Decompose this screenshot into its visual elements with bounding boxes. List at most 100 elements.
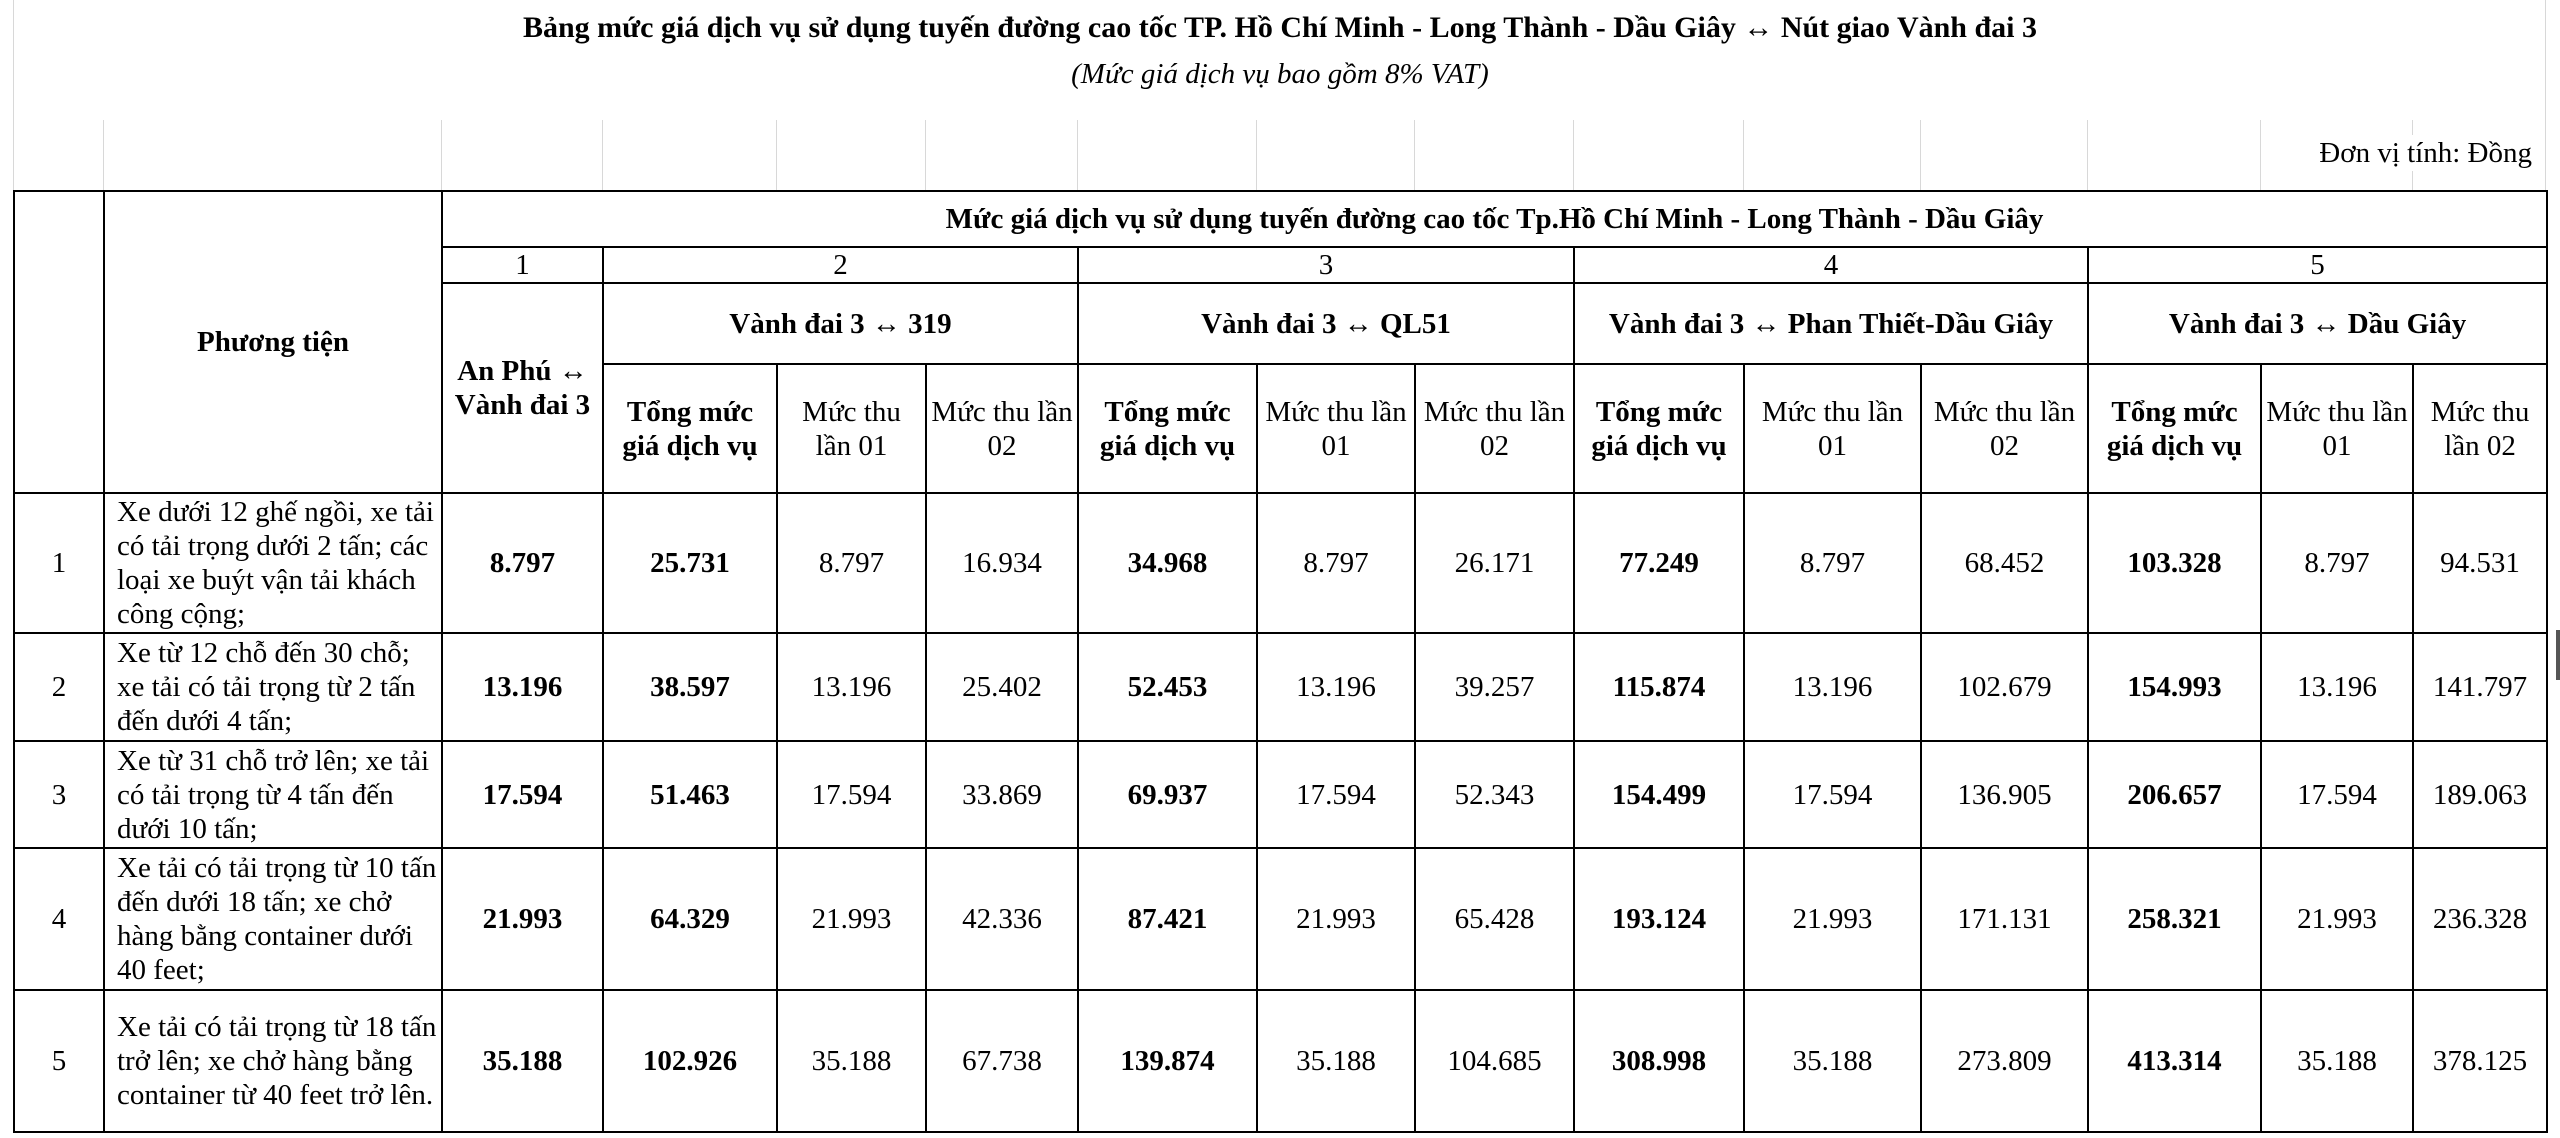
price-cell: 8.797 — [2260, 491, 2414, 634]
price-cell: 171.131 — [1920, 847, 2089, 992]
price-cell: 206.657 — [2087, 739, 2262, 850]
price-cell: 189.063 — [2411, 739, 2549, 850]
price-cell: 34.968 — [1077, 491, 1258, 634]
price-cell: 103.328 — [2087, 491, 2262, 634]
price-cell: 26.171 — [1414, 491, 1575, 634]
sub-header-second: Mức thu lần 02 — [925, 363, 1079, 494]
sub-header-total: Tổng mức giá dịch vụ — [1573, 363, 1745, 494]
price-cell: 51.463 — [602, 739, 778, 850]
route-header-an-phu: An Phú ↔ Vành đai 3 — [441, 282, 604, 494]
sub-header-first: Mức thu lần 01 — [776, 363, 927, 494]
sub-header-second: Mức thu lần 02 — [2411, 363, 2549, 494]
gridline — [441, 120, 442, 190]
table-row: 1 Xe dưới 12 ghế ngồi, xe tải có tải trọ… — [13, 491, 2549, 634]
price-cell: 25.402 — [925, 631, 1079, 742]
gridline — [602, 120, 603, 190]
vehicle-description: Xe từ 12 chỗ đến 30 chỗ; xe tải có tải t… — [103, 631, 443, 742]
price-cell: 8.797 — [1743, 491, 1922, 634]
price-cell: 8.797 — [1256, 491, 1416, 634]
document-subtitle: (Mức giá dịch vụ bao gồm 8% VAT) — [1071, 58, 1489, 90]
price-cell: 21.993 — [441, 847, 604, 992]
vehicle-header: Phương tiện — [103, 190, 443, 494]
price-cell: 139.874 — [1077, 989, 1258, 1133]
price-cell: 193.124 — [1573, 847, 1745, 992]
unit-label: Đơn vị tính: Đồng — [2313, 135, 2532, 171]
price-cell: 378.125 — [2411, 989, 2549, 1133]
price-cell: 13.196 — [1743, 631, 1922, 742]
document-title: Bảng mức giá dịch vụ sử dụng tuyến đường… — [522, 11, 2038, 44]
price-cell: 13.196 — [441, 631, 604, 742]
price-cell: 258.321 — [2087, 847, 2262, 992]
window-edge-handle — [2556, 630, 2560, 680]
price-cell: 68.452 — [1920, 491, 2089, 634]
price-cell: 273.809 — [1920, 989, 2089, 1133]
route-header-319: Vành đai 3 ↔ 319 — [602, 282, 1079, 366]
price-cell: 16.934 — [925, 491, 1079, 634]
price-cell: 33.869 — [925, 739, 1079, 850]
gridline — [1256, 120, 1257, 190]
table-row: 3 Xe từ 31 chỗ trở lên; xe tải có tải tr… — [13, 739, 2549, 850]
price-cell: 17.594 — [2260, 739, 2414, 850]
gridline — [2260, 120, 2261, 190]
price-cell: 17.594 — [776, 739, 927, 850]
section-number: 4 — [1573, 245, 2089, 285]
price-cell: 8.797 — [776, 491, 927, 634]
sub-header-first: Mức thu lần 01 — [2260, 363, 2414, 494]
price-cell: 17.594 — [1743, 739, 1922, 850]
vehicle-description: Xe tải có tải trọng từ 10 tấn đến dưới 1… — [103, 847, 443, 992]
gridline — [2545, 0, 2546, 190]
gridline — [1743, 120, 1744, 190]
price-cell: 67.738 — [925, 989, 1079, 1133]
sub-header-total: Tổng mức giá dịch vụ — [602, 363, 778, 494]
group-header: Mức giá dịch vụ sử dụng tuyến đường cao … — [440, 190, 2549, 248]
gridline — [1414, 120, 1415, 190]
gridline — [776, 120, 777, 190]
sub-header-second: Mức thu lần 02 — [1920, 363, 2089, 494]
price-cell: 102.926 — [602, 989, 778, 1133]
price-cell: 8.797 — [441, 491, 604, 634]
price-cell: 25.731 — [602, 491, 778, 634]
row-number: 3 — [13, 739, 105, 850]
price-cell: 65.428 — [1414, 847, 1575, 992]
price-cell: 136.905 — [1920, 739, 2089, 850]
table-row: 4 Xe tải có tải trọng từ 10 tấn đến dưới… — [13, 847, 2549, 992]
gridline — [13, 0, 14, 190]
price-cell: 38.597 — [602, 631, 778, 742]
sub-header-first: Mức thu lần 01 — [1743, 363, 1922, 494]
row-number: 2 — [13, 631, 105, 742]
price-cell: 17.594 — [1256, 739, 1416, 850]
price-cell: 69.937 — [1077, 739, 1258, 850]
gridline — [1573, 120, 1574, 190]
section-number: 1 — [441, 245, 604, 285]
price-cell: 52.453 — [1077, 631, 1258, 742]
price-cell: 21.993 — [2260, 847, 2414, 992]
price-cell: 64.329 — [602, 847, 778, 992]
price-cell: 308.998 — [1573, 989, 1745, 1133]
price-cell: 94.531 — [2411, 491, 2549, 634]
vehicle-description: Xe tải có tải trọng từ 18 tấn trở lên; x… — [103, 989, 443, 1133]
price-cell: 35.188 — [776, 989, 927, 1133]
price-cell: 87.421 — [1077, 847, 1258, 992]
sub-header-total: Tổng mức giá dịch vụ — [2087, 363, 2262, 494]
table-row: 2 Xe từ 12 chỗ đến 30 chỗ; xe tải có tải… — [13, 631, 2549, 742]
vehicle-description: Xe dưới 12 ghế ngồi, xe tải có tải trọng… — [103, 491, 443, 634]
price-cell: 35.188 — [2260, 989, 2414, 1133]
stt-header-cell — [13, 190, 105, 494]
price-cell: 39.257 — [1414, 631, 1575, 742]
price-cell: 115.874 — [1573, 631, 1745, 742]
price-cell: 13.196 — [776, 631, 927, 742]
sub-header-first: Mức thu lần 01 — [1256, 363, 1416, 494]
price-cell: 154.499 — [1573, 739, 1745, 850]
sub-header-second: Mức thu lần 02 — [1414, 363, 1575, 494]
route-header-ql51: Vành đai 3 ↔ QL51 — [1077, 282, 1575, 366]
price-cell: 21.993 — [1256, 847, 1416, 992]
price-cell: 104.685 — [1414, 989, 1575, 1133]
sub-header-total: Tổng mức giá dịch vụ — [1077, 363, 1258, 494]
gridline — [1920, 120, 1921, 190]
section-number: 5 — [2086, 245, 2549, 285]
price-cell: 154.993 — [2087, 631, 2262, 742]
price-cell: 413.314 — [2087, 989, 2262, 1133]
gridline — [925, 120, 926, 190]
price-cell: 21.993 — [1743, 847, 1922, 992]
section-number: 2 — [602, 245, 1079, 285]
